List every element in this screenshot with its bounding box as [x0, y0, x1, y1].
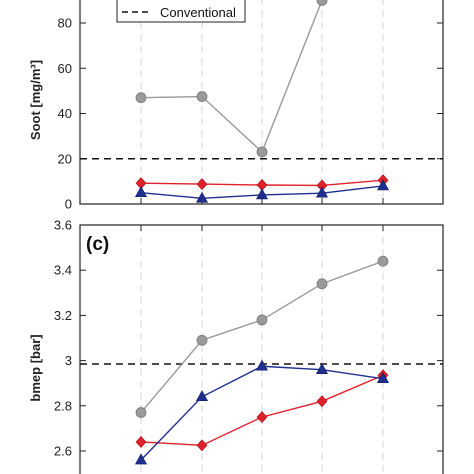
- bmep-series-1-point-3: [256, 411, 268, 424]
- bmep-x-ticks: [140, 225, 384, 231]
- soot-y-tick-label-0: 0: [65, 197, 72, 212]
- bmep-series-1-point-1: [135, 436, 147, 448]
- legend: Conventional: [116, 0, 246, 23]
- soot-series-2-point-1: [134, 186, 148, 197]
- soot-series-0-point-1: [135, 92, 147, 104]
- bmep-series-2-point-3: [255, 359, 269, 371]
- bmep-y-tick-label-4: 3.4: [54, 263, 72, 278]
- soot-y-axis-title: Soot [mg/m³]: [28, 60, 43, 140]
- bmep-y-tick-label-5: 3.6: [54, 218, 72, 233]
- bmep-series-2-point-4: [315, 363, 329, 374]
- bmep-y-tick-label-3: 3.2: [54, 308, 72, 323]
- bmep-series-1-point-4: [316, 395, 328, 408]
- soot-panel: Soot [mg/m³] 0 20 40 60 80 Conventional: [28, 0, 444, 212]
- bmep-grid: [140, 225, 384, 474]
- bmep-series-0-point-3: [256, 314, 268, 326]
- soot-plot-frame: [79, 0, 444, 205]
- soot-series-2-point-5: [376, 179, 390, 191]
- soot-series-0-point-4: [316, 0, 328, 6]
- bmep-series-0-point-4: [316, 278, 328, 290]
- soot-series: [134, 0, 390, 203]
- bmep-series-0-point-5: [377, 255, 389, 267]
- soot-grid: [140, 0, 384, 204]
- soot-series-2-point-4: [315, 186, 329, 198]
- bmep-y-tick-label-0: 2.6: [54, 444, 72, 459]
- soot-series-2-point-2: [195, 191, 209, 203]
- legend-box: [116, 0, 246, 23]
- bmep-series-0-point-1: [135, 407, 147, 418]
- soot-series-0-point-3: [256, 146, 268, 158]
- soot-y-tick-label-2: 40: [58, 106, 72, 121]
- bmep-y-tick-label-1: 2.8: [54, 398, 72, 413]
- bmep-series-1-point-2: [196, 439, 208, 452]
- legend-label-conventional: Conventional: [160, 5, 236, 20]
- panel-tag-c: (c): [86, 234, 109, 255]
- soot-y-tick-label-1: 20: [58, 151, 72, 166]
- bmep-series-2-point-2: [195, 390, 209, 402]
- bmep-panel: (c) bmep [bar] 2.6 2.8 3 3.2 3.4 3.6: [28, 218, 444, 474]
- bmep-series-0-point-2: [196, 334, 208, 346]
- bmep-series-2-point-1: [134, 453, 148, 465]
- soot-series-1-point-2: [196, 178, 208, 191]
- bmep-y-tick-label-2: 3: [65, 353, 72, 368]
- soot-series-0-line: [140, 0, 323, 154]
- bmep-series-2-point-5: [376, 372, 390, 383]
- soot-y-ticks: 0 20 40 60 80: [58, 16, 443, 212]
- bmep-y-axis-title: bmep [bar]: [28, 334, 43, 401]
- soot-series-0-point-2: [196, 91, 208, 102]
- soot-y-tick-label-4: 80: [58, 16, 72, 31]
- soot-series-2-point-3: [255, 188, 269, 200]
- bmep-series: [134, 255, 390, 465]
- soot-y-tick-label-3: 60: [58, 61, 72, 76]
- bmep-y-ticks: 2.6 2.8 3 3.2 3.4 3.6: [54, 218, 443, 459]
